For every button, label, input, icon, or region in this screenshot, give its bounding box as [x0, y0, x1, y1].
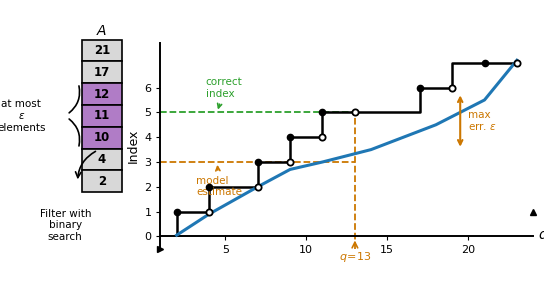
Text: 12: 12 [94, 88, 110, 101]
Bar [82, 105, 122, 127]
Text: $A$: $A$ [96, 24, 108, 38]
Bar [82, 170, 122, 192]
Bar [82, 127, 122, 149]
Text: $q\!=\!13$: $q\!=\!13$ [339, 250, 371, 264]
Text: 10: 10 [94, 131, 110, 144]
Text: 11: 11 [94, 110, 110, 122]
Text: 21: 21 [94, 44, 110, 57]
Text: model
estimate: model estimate [196, 167, 242, 197]
Bar [82, 83, 122, 105]
Y-axis label: Index: Index [127, 129, 140, 163]
Bar [82, 61, 122, 83]
Bar [82, 149, 122, 170]
Text: $q$: $q$ [538, 229, 544, 244]
Text: at most
$\epsilon$
elements: at most $\epsilon$ elements [0, 99, 46, 132]
Text: 17: 17 [94, 66, 110, 79]
Text: Filter with
binary
search: Filter with binary search [40, 209, 91, 242]
Text: 2: 2 [98, 175, 106, 188]
Text: correct
index: correct index [206, 77, 243, 108]
Text: 4: 4 [98, 153, 106, 166]
Bar [82, 39, 122, 61]
Text: max
err. $\epsilon$: max err. $\epsilon$ [468, 110, 497, 132]
